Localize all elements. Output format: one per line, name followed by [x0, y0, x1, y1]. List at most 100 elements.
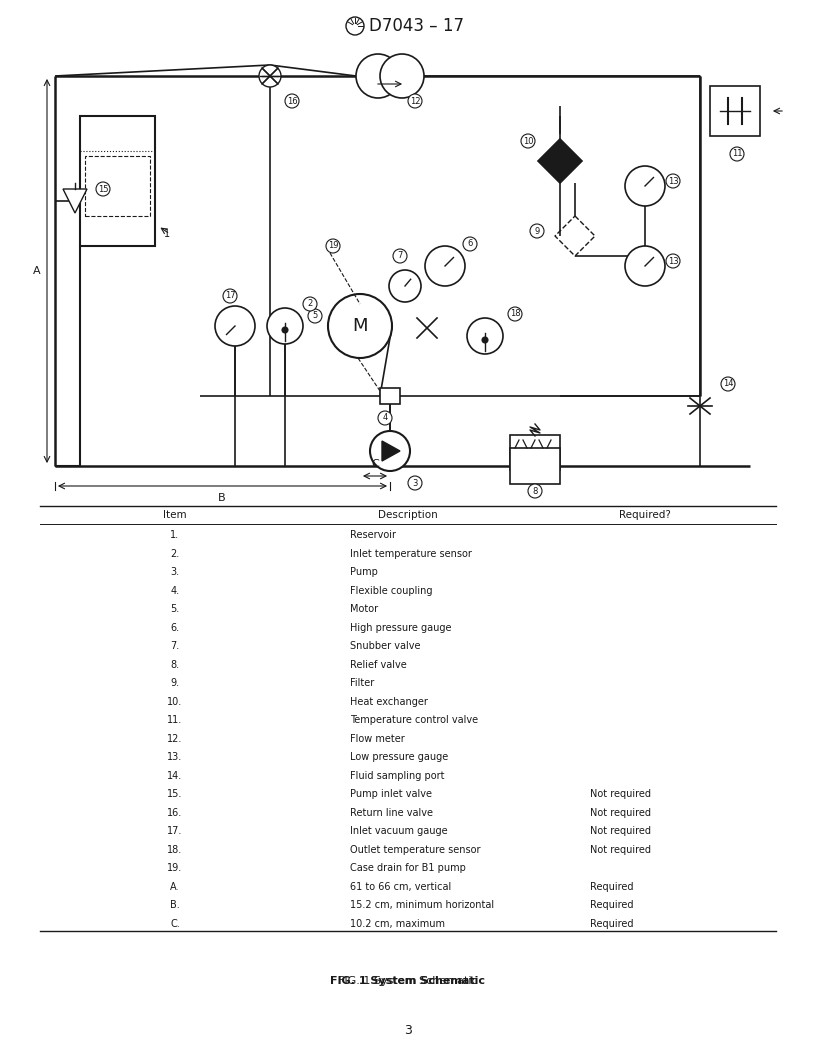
Text: 1.: 1. — [171, 530, 180, 540]
Text: 19.: 19. — [167, 863, 183, 873]
Circle shape — [530, 224, 544, 238]
Circle shape — [467, 318, 503, 354]
Text: 11.: 11. — [167, 715, 183, 725]
Circle shape — [346, 17, 364, 35]
Text: 16: 16 — [286, 96, 297, 106]
Text: Not required: Not required — [590, 789, 651, 799]
Text: 17: 17 — [224, 291, 235, 301]
Text: C.: C. — [170, 919, 180, 928]
Text: Required: Required — [590, 882, 633, 891]
Text: Required: Required — [590, 900, 633, 910]
Text: 8: 8 — [532, 487, 538, 495]
Text: Not required: Not required — [590, 826, 651, 836]
Polygon shape — [538, 139, 582, 183]
Bar — [510, 448, 560, 484]
Circle shape — [328, 294, 392, 358]
Text: C: C — [371, 459, 379, 469]
Circle shape — [370, 431, 410, 471]
Circle shape — [482, 337, 488, 343]
Bar — [80, 116, 155, 246]
Text: 6: 6 — [468, 240, 472, 248]
Text: 19: 19 — [328, 242, 339, 250]
Text: 4: 4 — [383, 414, 388, 422]
Text: Outlet temperature sensor: Outlet temperature sensor — [350, 845, 481, 854]
Circle shape — [425, 246, 465, 286]
Text: Reservoir: Reservoir — [350, 530, 396, 540]
Text: Not required: Not required — [590, 845, 651, 854]
Text: M: M — [353, 317, 368, 335]
Text: 9.: 9. — [171, 678, 180, 689]
Text: 3.: 3. — [171, 567, 180, 577]
Text: 13: 13 — [667, 176, 678, 186]
Text: Item: Item — [163, 510, 187, 520]
Text: 2: 2 — [308, 300, 313, 308]
Circle shape — [356, 54, 400, 98]
Text: 10.: 10. — [167, 697, 183, 706]
Circle shape — [389, 270, 421, 302]
Bar — [85, 156, 150, 216]
Text: Pump inlet valve: Pump inlet valve — [350, 789, 432, 799]
Text: 3: 3 — [412, 478, 418, 488]
Text: 12: 12 — [410, 96, 420, 106]
Text: A: A — [33, 266, 41, 276]
Text: Inlet temperature sensor: Inlet temperature sensor — [350, 549, 472, 559]
Text: 2.: 2. — [171, 549, 180, 559]
Text: 10: 10 — [523, 136, 533, 146]
Circle shape — [408, 476, 422, 490]
Bar — [510, 435, 560, 470]
Text: Snubber valve: Snubber valve — [350, 641, 420, 652]
Circle shape — [259, 65, 281, 87]
Circle shape — [303, 297, 317, 312]
Text: 14: 14 — [723, 379, 734, 389]
Circle shape — [215, 306, 255, 346]
Text: 15.: 15. — [167, 789, 183, 799]
Text: Motor: Motor — [350, 604, 378, 615]
Circle shape — [378, 411, 392, 425]
Circle shape — [393, 249, 407, 263]
Circle shape — [308, 309, 322, 323]
Text: 14.: 14. — [167, 771, 183, 780]
Text: 61 to 66 cm, vertical: 61 to 66 cm, vertical — [350, 882, 451, 891]
Text: Not required: Not required — [590, 808, 651, 817]
Text: 17.: 17. — [167, 826, 183, 836]
Text: 15: 15 — [98, 185, 109, 193]
Text: 13: 13 — [667, 257, 678, 265]
Circle shape — [730, 147, 744, 161]
Circle shape — [285, 94, 299, 108]
Text: 6.: 6. — [171, 623, 180, 633]
Text: FIG. 1 System Schematic: FIG. 1 System Schematic — [330, 976, 486, 986]
Bar — [380, 388, 400, 404]
Text: Low pressure gauge: Low pressure gauge — [350, 752, 448, 762]
Text: 13.: 13. — [167, 752, 183, 762]
Text: 1: 1 — [164, 229, 170, 239]
Text: 5: 5 — [313, 312, 317, 321]
Text: B.: B. — [170, 900, 180, 910]
Circle shape — [223, 289, 237, 303]
Text: Case drain for B1 pump: Case drain for B1 pump — [350, 863, 466, 873]
Bar — [710, 86, 760, 136]
Text: Pump: Pump — [350, 567, 378, 577]
Text: 18: 18 — [510, 309, 521, 319]
Text: Relief valve: Relief valve — [350, 660, 406, 670]
Text: Fluid sampling port: Fluid sampling port — [350, 771, 445, 780]
Circle shape — [528, 484, 542, 498]
Text: B: B — [218, 493, 226, 503]
Text: A.: A. — [171, 882, 180, 891]
Text: 12.: 12. — [167, 734, 183, 743]
Text: 10.2 cm, maximum: 10.2 cm, maximum — [350, 919, 445, 928]
Text: D7043 – 17: D7043 – 17 — [369, 17, 464, 35]
Text: 5.: 5. — [171, 604, 180, 615]
Circle shape — [408, 94, 422, 108]
Text: 8.: 8. — [171, 660, 180, 670]
Text: Filter: Filter — [350, 678, 375, 689]
Circle shape — [282, 327, 288, 333]
Polygon shape — [63, 189, 87, 213]
Text: 16.: 16. — [167, 808, 183, 817]
Circle shape — [625, 166, 665, 206]
Text: Required?: Required? — [619, 510, 671, 520]
Circle shape — [508, 307, 522, 321]
Circle shape — [521, 134, 535, 148]
Text: Temperature control valve: Temperature control valve — [350, 715, 478, 725]
Circle shape — [666, 174, 680, 188]
Text: Heat exchanger: Heat exchanger — [350, 697, 428, 706]
